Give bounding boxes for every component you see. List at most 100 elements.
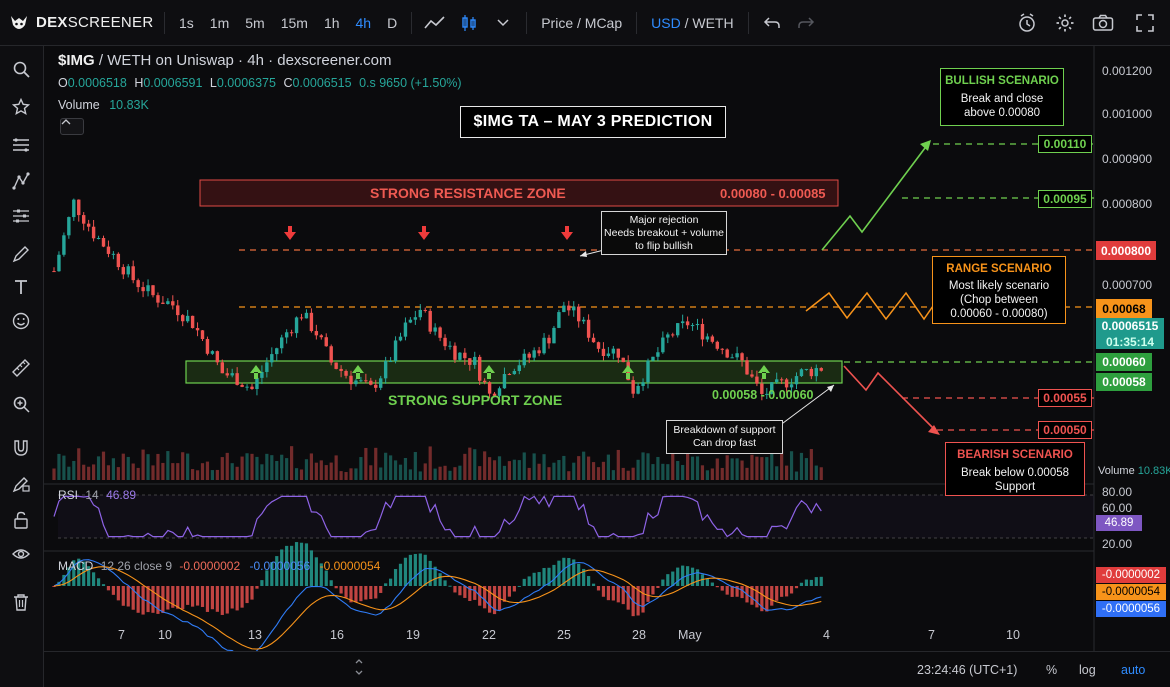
auto-toggle[interactable]: auto [1121,663,1146,677]
star-icon[interactable] [8,94,34,120]
volume-bar [780,449,784,480]
lock-icon[interactable] [8,507,34,533]
macd-histogram-bar [483,586,487,609]
timeframe-4h[interactable]: 4h [355,14,372,31]
volume-bar [750,454,754,480]
macd-histogram-bar [458,586,462,596]
volume-bar [294,468,299,480]
redo-icon[interactable] [793,10,819,36]
lines-icon[interactable] [8,132,34,158]
ruler-icon[interactable] [8,355,34,381]
macd-histogram-bar [290,545,294,586]
macd-histogram-bar [577,563,581,586]
lock-pencil-icon[interactable] [8,471,34,497]
text-icon[interactable] [8,274,34,300]
candle-body [760,383,764,394]
percent-toggle[interactable]: % [1046,663,1058,677]
collapse-legend-button[interactable] [60,118,84,135]
rsi-legend: RSI 14 46.89 [58,488,136,502]
macd-histogram-bar [176,586,180,609]
candle-body [359,380,363,382]
candle-body [220,362,224,374]
macd-histogram-bar [656,586,660,589]
gear-icon[interactable] [1052,10,1078,36]
pencil-icon[interactable] [8,241,34,267]
dexscreener-logo[interactable]: DEXSCREENER [0,12,158,34]
candle-body [458,352,462,360]
expand-vertical-icon[interactable] [354,658,364,679]
volume-bar [789,451,794,480]
volume-bar [443,465,447,480]
timeframe-d[interactable]: D [387,14,398,31]
candle-body [96,238,101,240]
crosshair-icon[interactable] [8,168,34,194]
macd-histogram-bar [780,586,784,597]
candle-body [616,348,620,358]
alert-clock-icon[interactable] [1014,10,1040,36]
candle-body [577,306,581,322]
candle-body [106,246,111,254]
camera-icon[interactable] [1090,10,1116,36]
macd-histogram-bar [730,586,734,597]
chevron-down-icon[interactable] [490,10,516,36]
log-toggle[interactable]: log [1079,663,1096,677]
sliders-icon[interactable] [8,203,34,229]
candle-body [235,373,239,385]
chart-area[interactable]: $IMG / WETH on Uniswap · 4h · dexscreene… [44,46,1170,651]
price-chart-svg[interactable] [44,46,1170,651]
timeframe-1s[interactable]: 1s [179,14,194,31]
volume-bar [572,462,576,480]
candle-body [765,393,769,395]
volume-bar [156,453,160,480]
volume-bar [275,460,279,480]
top-toolbar: DEXSCREENER 1s 1m 5m 15m 1h 4h D Price / MCap … [0,0,1170,46]
clock-time[interactable]: 23:24:46 (UTC+1) [917,663,1018,677]
candle-body [344,370,348,376]
candles-icon[interactable] [456,10,482,36]
macd-histogram-bar [344,586,348,598]
volume-bar [715,458,719,480]
fullscreen-icon[interactable] [1132,10,1158,36]
bullish-path [821,143,929,251]
volume-bar [285,458,289,480]
volume-bar [686,453,690,480]
currency-toggle[interactable]: USD / WETH [643,15,741,31]
macd-histogram-bar [473,586,477,600]
undo-icon[interactable] [759,10,785,36]
volume-bar [408,469,412,480]
macd-histogram-bar [537,572,541,586]
candle-body [527,353,531,358]
volume-bar [220,457,224,480]
search-icon[interactable] [8,56,34,82]
timeframe-5m[interactable]: 5m [245,14,265,31]
candle-body [270,354,274,363]
timeframe-1h[interactable]: 1h [323,14,340,31]
zoom-icon[interactable] [8,391,34,417]
volume-bar [255,456,259,480]
rejection-arrow-3 [561,226,573,240]
macd-histogram-bar [354,586,358,603]
macd-histogram-bar [522,578,526,586]
line-chart-icon[interactable] [422,10,448,36]
macd-histogram-bar [453,586,457,593]
macd-histogram-bar [359,586,363,602]
macd-histogram-bar [161,586,165,613]
resistance-zone [199,179,839,207]
magnet-icon[interactable] [8,435,34,461]
volume-bar [354,468,358,480]
candle-body [507,374,512,376]
timeframe-15m[interactable]: 15m [280,14,308,31]
volume-bar [809,449,813,480]
macd-tag-2: -0.0000054 [1096,584,1166,600]
pair-title: $IMG / WETH on Uniswap · 4h · dexscreene… [58,52,391,69]
macd-histogram-bar [646,586,650,602]
volume-bar [72,460,76,480]
smiley-icon[interactable] [8,308,34,334]
macd-histogram-bar [448,585,452,587]
price-mcap-toggle[interactable]: Price / MCap [541,14,623,31]
trash-icon[interactable] [8,589,34,615]
volume-bar [770,453,774,480]
timeframe-1m[interactable]: 1m [209,14,230,31]
candle-body [319,335,323,338]
eye-icon[interactable] [8,541,34,567]
